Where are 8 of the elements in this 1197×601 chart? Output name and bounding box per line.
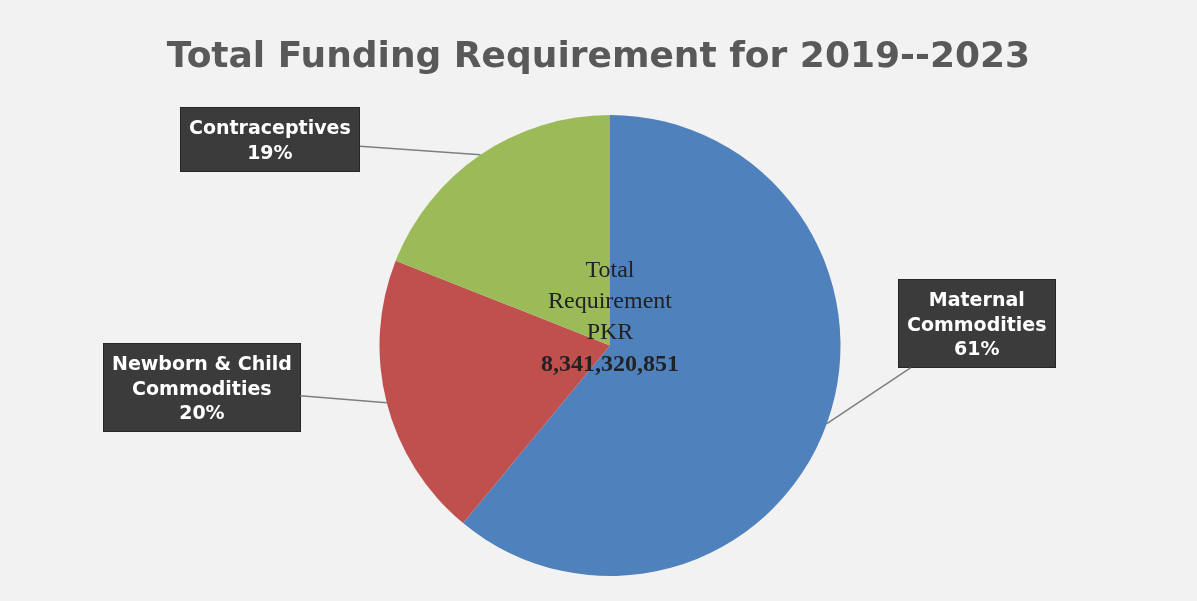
slice-label: Maternal Commodities <box>907 288 1047 335</box>
slice-label: Newborn & Child Commodities <box>112 352 292 399</box>
data-label: 19% <box>247 140 293 163</box>
chart-title: Total Funding Requirement for 2019--2023 <box>166 34 1031 76</box>
pie-slice <box>463 115 841 576</box>
data-label: 61% <box>954 337 1000 360</box>
data-label: 20% <box>179 401 225 424</box>
slice-label: Contraceptives <box>189 116 351 138</box>
